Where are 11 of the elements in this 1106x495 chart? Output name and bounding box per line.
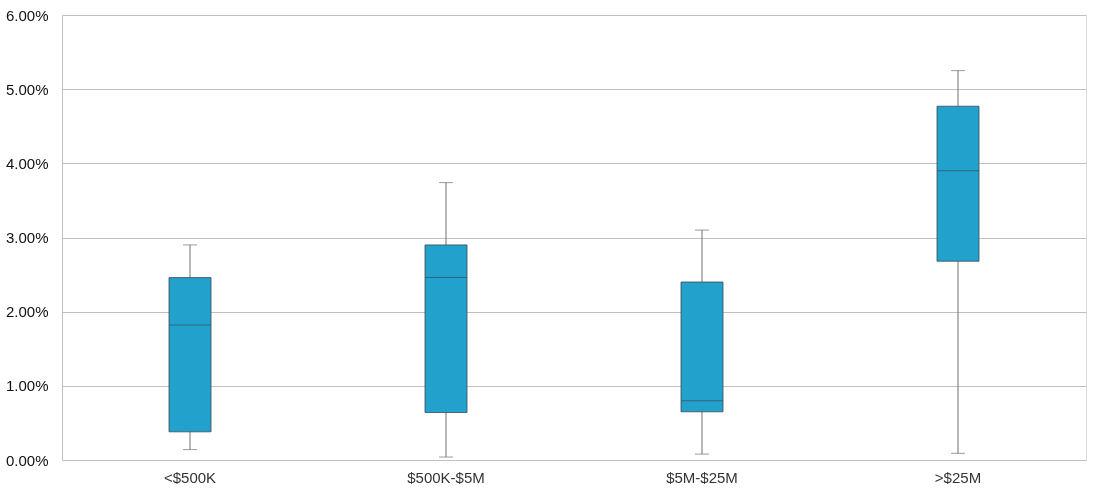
y-tick-label: 4.00%	[5, 154, 49, 172]
y-tick-label: 3.00%	[5, 229, 49, 246]
x-tick-label: <$500K	[163, 468, 217, 486]
y-tick-label: 1.00%	[5, 377, 49, 395]
y-tick-label: 6.00%	[5, 6, 49, 24]
x-tick-label: >$25M	[934, 468, 982, 486]
y-tick-label: 5.00%	[5, 80, 49, 98]
x-tick-label: $5M-$25M	[666, 468, 738, 486]
y-tick-label: 0.00%	[5, 451, 49, 469]
y-tick-label: 2.00%	[5, 303, 49, 321]
x-tick-label: $500K-$5M	[407, 468, 485, 486]
